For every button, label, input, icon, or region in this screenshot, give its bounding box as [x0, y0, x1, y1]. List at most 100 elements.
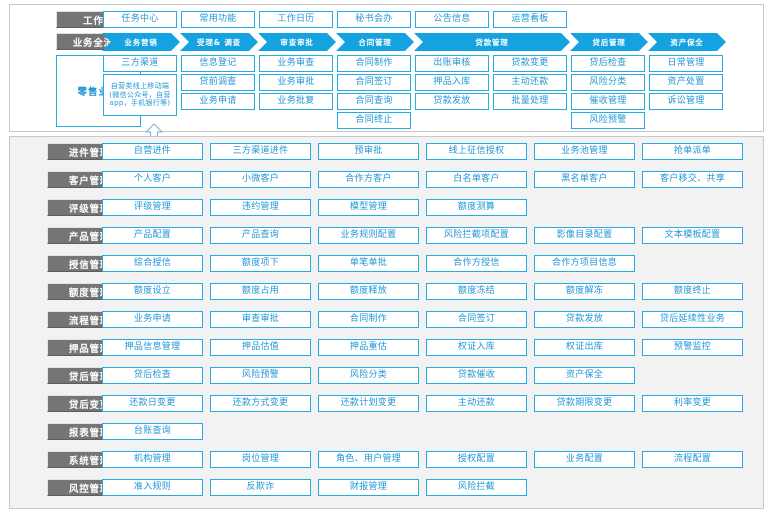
retail-function-cell[interactable]: 催收管理 [571, 93, 645, 110]
retail-function-cell[interactable]: 风险预警 [571, 112, 645, 129]
module-item[interactable]: 个人客户 [102, 171, 203, 188]
module-item[interactable]: 准入规则 [102, 479, 203, 496]
module-item[interactable]: 押品信息管理 [102, 339, 203, 356]
module-item[interactable]: 预审批 [318, 143, 419, 160]
retail-function-cell[interactable]: 业务批复 [259, 93, 333, 110]
process-stage[interactable]: 贷后管理 [570, 33, 648, 51]
retail-function-cell[interactable]: 贷款变更 [493, 55, 567, 72]
module-item[interactable]: 利率变更 [642, 395, 743, 412]
module-item[interactable]: 风险拦截 [426, 479, 527, 496]
module-item[interactable]: 抢单派单 [642, 143, 743, 160]
module-item[interactable]: 风险预警 [210, 367, 311, 384]
workbench-item[interactable]: 秘书会办 [337, 11, 411, 28]
module-item[interactable]: 机构管理 [102, 451, 203, 468]
module-item[interactable]: 模型管理 [318, 199, 419, 216]
module-item[interactable]: 额度测算 [426, 199, 527, 216]
module-item[interactable]: 还款方式变更 [210, 395, 311, 412]
module-item[interactable]: 反欺诈 [210, 479, 311, 496]
module-item[interactable]: 台账查询 [102, 423, 203, 440]
module-item[interactable]: 额度项下 [210, 255, 311, 272]
module-item[interactable]: 合作方授信 [426, 255, 527, 272]
retail-function-cell[interactable]: 合同签订 [337, 74, 411, 91]
retail-function-cell[interactable]: 贷款发放 [415, 93, 489, 110]
module-item[interactable]: 合同制作 [318, 311, 419, 328]
module-item[interactable]: 角色、用户管理 [318, 451, 419, 468]
module-item[interactable]: 业务规则配置 [318, 227, 419, 244]
retail-function-cell[interactable]: 贷前调查 [181, 74, 255, 91]
retail-function-cell[interactable]: 出账审核 [415, 55, 489, 72]
module-item[interactable]: 黑名单客户 [534, 171, 635, 188]
module-item[interactable]: 权证入库 [426, 339, 527, 356]
workbench-item[interactable]: 常用功能 [181, 11, 255, 28]
module-item[interactable]: 三方渠道进件 [210, 143, 311, 160]
module-item[interactable]: 评级管理 [102, 199, 203, 216]
process-stage[interactable]: 贷款管理 [414, 33, 570, 51]
module-item[interactable]: 白名单客户 [426, 171, 527, 188]
module-item[interactable]: 额度释放 [318, 283, 419, 300]
module-item[interactable]: 预警监控 [642, 339, 743, 356]
module-item[interactable]: 影像目录配置 [534, 227, 635, 244]
workbench-item[interactable]: 公告信息 [415, 11, 489, 28]
module-item[interactable]: 小微客户 [210, 171, 311, 188]
module-item[interactable]: 风险分类 [318, 367, 419, 384]
retail-function-cell[interactable]: 业务审批 [259, 74, 333, 91]
process-stage[interactable]: 受理& 调查 [180, 33, 258, 51]
module-item[interactable]: 贷款发放 [534, 311, 635, 328]
workbench-item[interactable]: 运营看板 [493, 11, 567, 28]
retail-function-cell[interactable]: 合同查询 [337, 93, 411, 110]
module-item[interactable]: 贷后检查 [102, 367, 203, 384]
retail-function-cell[interactable]: 押品入库 [415, 74, 489, 91]
module-item[interactable]: 还款计划变更 [318, 395, 419, 412]
workbench-item[interactable]: 工作日历 [259, 11, 333, 28]
retail-function-cell[interactable]: 批量处理 [493, 93, 567, 110]
process-stage[interactable]: 审查审批 [258, 33, 336, 51]
module-item[interactable]: 岗位管理 [210, 451, 311, 468]
module-item[interactable]: 线上征信授权 [426, 143, 527, 160]
module-item[interactable]: 贷款催收 [426, 367, 527, 384]
retail-function-cell[interactable]: 风险分类 [571, 74, 645, 91]
module-item[interactable]: 文本模板配置 [642, 227, 743, 244]
retail-function-cell[interactable]: 自营类线上移动端(微信公众号，自营app，手机银行等) [103, 74, 177, 116]
module-item[interactable]: 主动还款 [426, 395, 527, 412]
module-item[interactable]: 业务池管理 [534, 143, 635, 160]
module-item[interactable]: 额度解冻 [534, 283, 635, 300]
retail-function-cell[interactable]: 信息登记 [181, 55, 255, 72]
module-item[interactable]: 审查审批 [210, 311, 311, 328]
retail-function-cell[interactable]: 主动还款 [493, 74, 567, 91]
module-item[interactable]: 额度占用 [210, 283, 311, 300]
module-item[interactable]: 业务配置 [534, 451, 635, 468]
module-item[interactable]: 押品重估 [318, 339, 419, 356]
module-item[interactable]: 单笔单批 [318, 255, 419, 272]
module-item[interactable]: 贷后延续性业务 [642, 311, 743, 328]
retail-function-cell[interactable]: 合同制作 [337, 55, 411, 72]
retail-function-cell[interactable]: 贷后检查 [571, 55, 645, 72]
module-item[interactable]: 综合授信 [102, 255, 203, 272]
retail-function-cell[interactable]: 诉讼管理 [649, 93, 723, 110]
retail-function-cell[interactable]: 业务申请 [181, 93, 255, 110]
module-item[interactable]: 风险拦截项配置 [426, 227, 527, 244]
process-stage[interactable]: 资产保全 [648, 33, 726, 51]
module-item[interactable]: 产品配置 [102, 227, 203, 244]
module-item[interactable]: 合作方客户 [318, 171, 419, 188]
retail-function-cell[interactable]: 三方渠道 [103, 55, 177, 72]
module-item[interactable]: 贷款期限变更 [534, 395, 635, 412]
retail-function-cell[interactable]: 日常管理 [649, 55, 723, 72]
module-item[interactable]: 授权配置 [426, 451, 527, 468]
module-item[interactable]: 资产保全 [534, 367, 635, 384]
module-item[interactable]: 额度设立 [102, 283, 203, 300]
module-item[interactable]: 流程配置 [642, 451, 743, 468]
module-item[interactable]: 权证出库 [534, 339, 635, 356]
retail-function-cell[interactable]: 资产处置 [649, 74, 723, 91]
module-item[interactable]: 额度终止 [642, 283, 743, 300]
module-item[interactable]: 违约管理 [210, 199, 311, 216]
module-item[interactable]: 合作方项目信息 [534, 255, 635, 272]
module-item[interactable]: 客户移交、共享 [642, 171, 743, 188]
module-item[interactable]: 财报管理 [318, 479, 419, 496]
retail-function-cell[interactable]: 合同终止 [337, 112, 411, 129]
module-item[interactable]: 额度冻结 [426, 283, 527, 300]
module-item[interactable]: 产品查询 [210, 227, 311, 244]
module-item[interactable]: 自营进件 [102, 143, 203, 160]
process-stage[interactable]: 合同管理 [336, 33, 414, 51]
process-stage[interactable]: 业务营销 [102, 33, 180, 51]
module-item[interactable]: 业务申请 [102, 311, 203, 328]
